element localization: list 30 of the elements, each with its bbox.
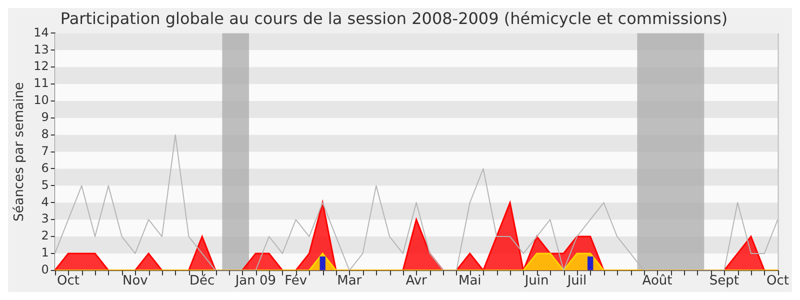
y-axis-title: Séances par semaine <box>12 82 28 222</box>
x-tick-label: Déc <box>190 274 215 289</box>
x-tick-label: Août <box>642 274 672 289</box>
y-tick-label: 11 <box>34 76 49 90</box>
y-tick-label: 7 <box>41 144 49 158</box>
y-tick-label: 10 <box>34 93 49 108</box>
x-tick-label: Oct <box>57 274 80 289</box>
y-tick-label: 4 <box>41 194 49 209</box>
y-tick-label: 2 <box>41 228 49 243</box>
y-tick-label: 9 <box>41 110 49 124</box>
y-tick-label: 5 <box>41 178 49 192</box>
x-tick-label: Avr <box>406 274 428 289</box>
x-tick-label: Juin <box>524 274 549 289</box>
y-tick-label: 8 <box>41 126 49 141</box>
y-tick-label: 14 <box>34 25 49 40</box>
y-tick-label: 3 <box>41 212 49 226</box>
y-tick-label: 0 <box>41 262 49 277</box>
x-tick-label: Fév <box>284 274 308 289</box>
x-tick-label: Mar <box>337 274 362 289</box>
y-tick-label: 1 <box>41 246 49 260</box>
x-tick-label: Juil <box>566 274 587 289</box>
x-tick-label: Sept <box>709 274 740 289</box>
x-tick-label: Mai <box>458 274 482 289</box>
y-tick-label: 12 <box>34 59 49 74</box>
y-tick-label: 6 <box>41 160 49 175</box>
x-tick-label: Jan 09 <box>234 274 276 289</box>
y-tick-label: 13 <box>34 42 49 56</box>
x-tick-label: Nov <box>122 274 148 289</box>
chart-title: Participation globale au cours de la session 2008-2009 (hémicycle et commissions) <box>60 8 728 28</box>
x-tick-label: Oct <box>766 274 790 289</box>
